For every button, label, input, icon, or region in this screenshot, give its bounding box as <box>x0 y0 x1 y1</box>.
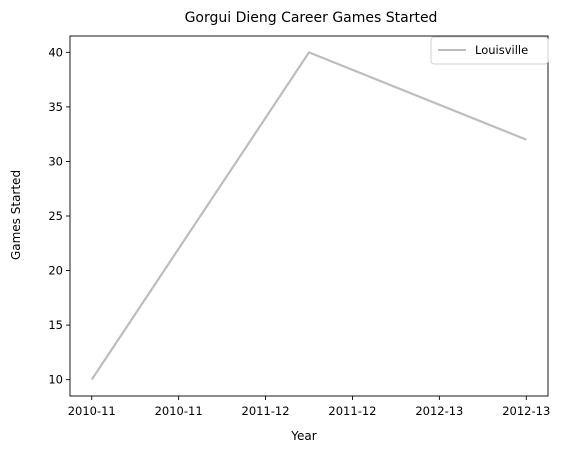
y-tick-label: 20 <box>48 264 63 278</box>
series-line-louisville <box>90 51 527 381</box>
y-tick-label: 35 <box>48 100 63 114</box>
chart-title: Gorgui Dieng Career Games Started <box>185 10 438 26</box>
legend-box <box>430 36 549 65</box>
plot-frame <box>69 35 549 397</box>
x-tick-label: 2011-12 <box>242 404 290 418</box>
y-tick-label: 40 <box>48 45 63 59</box>
x-tick-label: 2012-13 <box>415 404 463 418</box>
y-tick-label: 30 <box>48 154 63 168</box>
y-axis: 10 15 20 25 30 35 40 <box>48 45 70 387</box>
x-tick-label: 2010-11 <box>68 404 116 418</box>
y-tick-label: 10 <box>48 373 63 387</box>
legend: Louisville <box>430 36 549 65</box>
x-axis-label: Year <box>290 429 316 443</box>
legend-label-louisville: Louisville <box>475 43 528 57</box>
x-tick-label: 2012-13 <box>502 404 550 418</box>
y-tick-label: 25 <box>48 209 63 223</box>
x-tick-label: 2010-11 <box>155 404 203 418</box>
y-tick-label: 15 <box>48 318 63 332</box>
y-axis-label: Games Started <box>9 170 23 260</box>
x-axis: 2010-11 2010-11 2011-12 2011-12 2012-13 2012-… <box>68 396 550 418</box>
x-tick-label: 2011-12 <box>328 404 376 418</box>
series-layer <box>90 51 527 381</box>
